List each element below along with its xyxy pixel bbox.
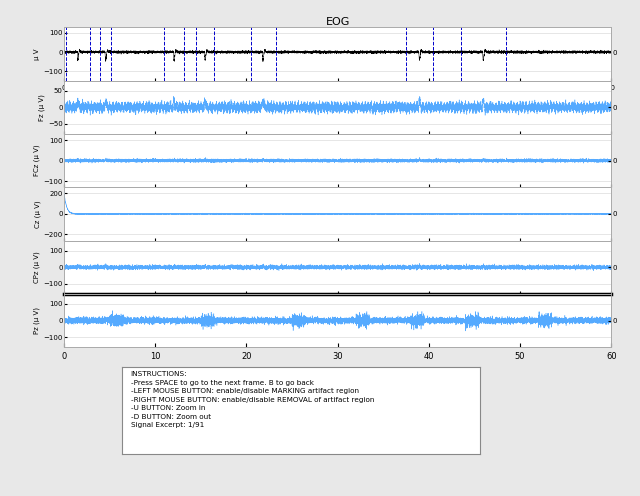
Y-axis label: Fz (μ V): Fz (μ V) — [38, 94, 45, 121]
Text: INSTRUCTIONS:
-Press SPACE to go to the next frame. B to go back
-LEFT MOUSE BUT: INSTRUCTIONS: -Press SPACE to go to the … — [131, 372, 374, 429]
Y-axis label: Cz (μ V): Cz (μ V) — [34, 200, 40, 228]
Y-axis label: μ V: μ V — [35, 48, 40, 60]
Title: EOG: EOG — [325, 16, 350, 26]
Y-axis label: FCz (μ V): FCz (μ V) — [34, 145, 40, 177]
X-axis label: t (sec): t (sec) — [322, 367, 353, 376]
Y-axis label: CPz (μ V): CPz (μ V) — [34, 251, 40, 283]
Y-axis label: Pz (μ V): Pz (μ V) — [34, 307, 40, 334]
